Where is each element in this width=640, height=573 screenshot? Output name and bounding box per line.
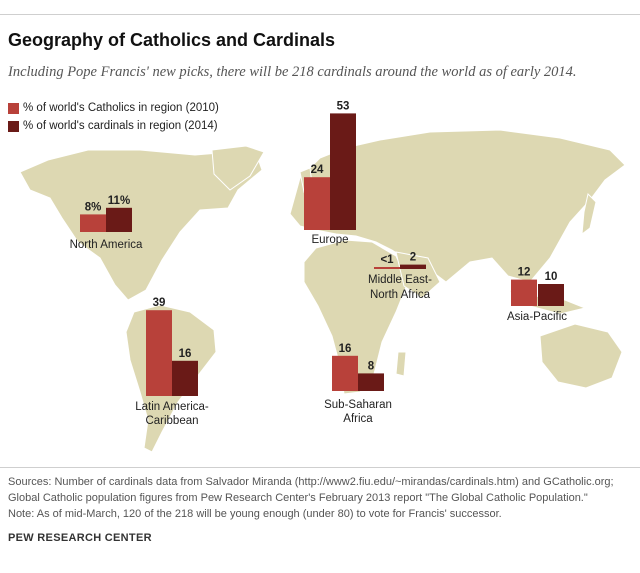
region-name-3-line-1: Middle East-	[368, 274, 432, 286]
region-name-6-line-1: Sub-Saharan	[324, 399, 392, 411]
value-label-cardinals-5: 16	[179, 348, 192, 360]
legend-label-cardinals: % of world's cardinals in region (2014)	[23, 120, 218, 132]
region-name-2-line-1: Europe	[311, 234, 348, 246]
australia-shape	[539, 323, 623, 389]
bar-catholics-6	[332, 355, 358, 391]
bar-catholics-3	[374, 267, 400, 269]
chart-subtitle: Including Pope Francis' new picks, there…	[8, 64, 577, 80]
bar-cardinals-4	[538, 284, 564, 306]
value-label-cardinals-3: 2	[410, 252, 416, 264]
bar-catholics-2	[304, 177, 330, 230]
value-label-catholics-6: 16	[339, 343, 352, 355]
region-group-3: <1 2 Middle East- North Africa	[368, 252, 432, 301]
value-label-catholics-2: 24	[311, 164, 324, 176]
arabia-shape	[395, 251, 441, 299]
value-label-catholics-1: 8%	[85, 201, 102, 213]
top-rule	[0, 14, 640, 15]
bar-cardinals-3	[400, 264, 426, 269]
organization-credit: PEW RESEARCH CENTER	[8, 532, 152, 544]
region-group-6: 16 8 Sub-Saharan Africa	[324, 343, 392, 425]
bar-cardinals-2	[330, 113, 356, 230]
world-map	[19, 129, 626, 453]
region-group-2: 24 53 Europe	[304, 100, 356, 246]
value-label-catholics-3: <1	[380, 254, 394, 266]
region-name-5-line-2: Caribbean	[145, 415, 198, 427]
japan-shape	[581, 193, 597, 236]
value-label-catholics-4: 12	[518, 267, 531, 279]
legend-item-catholics: % of world's Catholics in region (2010)	[8, 100, 219, 116]
bar-catholics-4	[511, 279, 537, 306]
source-line-3: Note: As of mid-March, 120 of the 218 wi…	[8, 508, 502, 520]
world-map-chart: 8% 11% North America 24 53 Europe <1 2 Middle Ea…	[19, 100, 626, 453]
region-name-3-line-2: North Africa	[370, 289, 431, 301]
source-line-2: Global Catholic population figures from …	[8, 492, 588, 504]
value-label-cardinals-6: 8	[368, 360, 375, 372]
bars-layer: 8% 11% North America 24 53 Europe <1 2 Middle Ea…	[70, 100, 568, 427]
source-line-1: Sources: Number of cardinals data from S…	[8, 476, 614, 488]
region-group-1: 8% 11% North America	[70, 195, 143, 251]
bar-catholics-1	[80, 214, 106, 232]
value-label-cardinals-4: 10	[545, 271, 558, 283]
eurasia-shape	[289, 129, 626, 283]
value-label-catholics-5: 39	[153, 297, 166, 309]
madagascar-shape	[395, 351, 407, 377]
region-group-5: 39 16 Latin America- Caribbean	[135, 297, 209, 427]
bar-cardinals-6	[358, 373, 384, 391]
value-label-cardinals-2: 53	[337, 100, 350, 112]
value-label-cardinals-1: 11%	[108, 195, 130, 207]
source-rule	[0, 467, 640, 468]
legend-item-cardinals: % of world's cardinals in region (2014)	[8, 118, 218, 134]
greenland-shape	[211, 145, 265, 191]
north-america-shape	[19, 149, 263, 301]
legend-label-catholics: % of world's Catholics in region (2010)	[23, 102, 219, 114]
bar-cardinals-5	[172, 360, 198, 396]
bar-cardinals-1	[106, 207, 132, 232]
region-name-5-line-1: Latin America-	[135, 401, 209, 413]
region-name-1-line-1: North America	[70, 239, 143, 251]
region-name-6-line-2: Africa	[343, 413, 373, 425]
region-name-4-line-1: Asia-Pacific	[507, 311, 567, 323]
bar-catholics-5	[146, 310, 172, 396]
chart-title: Geography of Catholics and Cardinals	[8, 30, 336, 50]
legend-swatch-cardinals	[8, 120, 19, 132]
region-group-4: 12 10 Asia-Pacific	[507, 267, 567, 323]
legend-swatch-catholics	[8, 102, 19, 114]
